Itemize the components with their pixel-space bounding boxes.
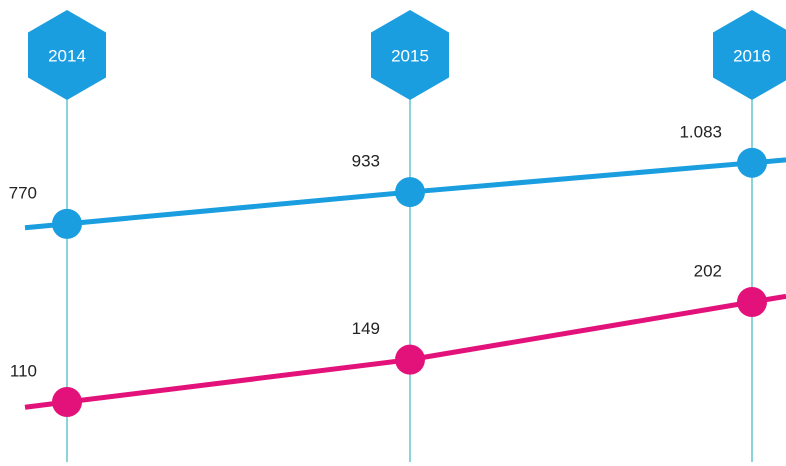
value-label: 770 bbox=[9, 183, 37, 202]
data-point bbox=[52, 208, 82, 239]
data-point bbox=[737, 287, 767, 318]
data-point bbox=[395, 177, 425, 208]
year-hexagon bbox=[713, 10, 786, 100]
value-label: 202 bbox=[694, 262, 722, 281]
year-label: 2016 bbox=[733, 46, 771, 65]
year-label: 2015 bbox=[391, 46, 429, 65]
year-hexagon bbox=[28, 10, 106, 100]
data-point bbox=[395, 344, 425, 375]
year-hexagon bbox=[371, 10, 449, 100]
year-label: 2014 bbox=[48, 46, 86, 65]
data-point bbox=[52, 387, 82, 418]
value-label: 1.083 bbox=[679, 122, 722, 141]
data-point bbox=[737, 147, 767, 178]
value-label: 149 bbox=[352, 319, 380, 338]
value-label: 933 bbox=[352, 152, 380, 171]
value-label: 110 bbox=[10, 362, 37, 381]
